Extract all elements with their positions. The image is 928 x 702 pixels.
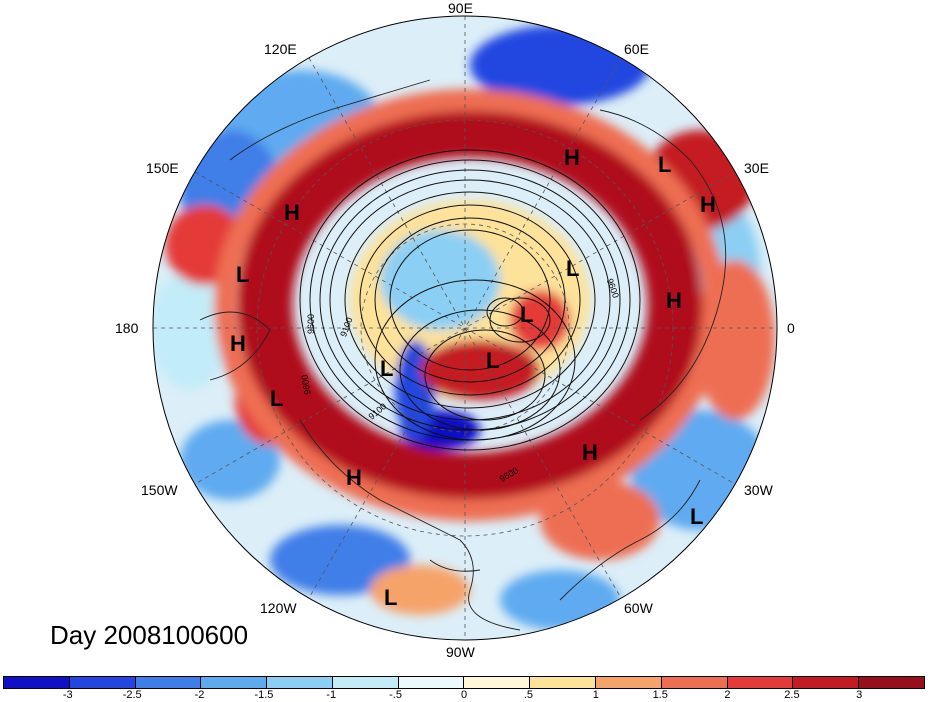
colorbar-tick-label: .5 <box>523 689 534 701</box>
colorbar-swatch <box>596 677 662 688</box>
lon-label-150w: 150W <box>141 482 178 498</box>
pressure-center: L <box>486 348 499 373</box>
colorbar-tick-label: 2 <box>724 689 731 701</box>
lon-label-90w: 90W <box>446 644 475 660</box>
colorbar-swatch <box>201 677 268 688</box>
day-title: Day 2008100600 <box>50 620 249 650</box>
colorbar-tick-label: 0 <box>461 689 468 701</box>
colorbar-swatch <box>661 677 728 688</box>
pressure-center: H <box>284 200 300 225</box>
lon-label-150e: 150E <box>146 160 179 176</box>
lon-label-180: 180 <box>115 320 139 336</box>
colorbar-tick-label: -1.5 <box>254 689 274 701</box>
colorbar-tick-label: 3 <box>856 689 863 701</box>
contour-label: 9600 <box>306 314 316 334</box>
lon-label-60w: 60W <box>624 600 653 616</box>
colorbar-swatch <box>793 677 860 688</box>
pressure-center: H <box>582 440 598 465</box>
contour-label: 9600 <box>299 374 312 395</box>
pressure-center: L <box>236 262 249 287</box>
colorbar <box>3 676 925 689</box>
colorbar-tick-label: 1 <box>592 689 599 701</box>
colorbar-tick-label: 2.5 <box>784 689 800 701</box>
pressure-center: L <box>270 386 283 411</box>
colorbar-swatch <box>464 677 531 688</box>
pressure-center: H <box>700 192 716 217</box>
pressure-center: L <box>520 302 533 327</box>
colorbar-tick-label: -2.5 <box>122 689 142 701</box>
lon-label-120e: 120E <box>264 41 297 57</box>
pressure-center: L <box>380 356 393 381</box>
pressure-center: L <box>690 504 703 529</box>
lon-label-60e: 60E <box>624 41 649 57</box>
pressure-center: L <box>566 256 579 281</box>
lon-label-0: 0 <box>787 320 795 336</box>
pressure-center: H <box>346 465 362 490</box>
pressure-center: H <box>564 145 580 170</box>
pressure-center: H <box>666 288 682 313</box>
colorbar-swatch <box>135 677 202 688</box>
colorbar-swatch <box>530 677 597 688</box>
colorbar-swatch <box>727 677 794 688</box>
pressure-center: L <box>658 152 671 177</box>
colorbar-swatch <box>4 677 70 688</box>
colorbar-swatch <box>859 677 924 688</box>
colorbar-swatch <box>398 677 465 688</box>
colorbar-tick-label: 1.5 <box>652 689 668 701</box>
lon-label-30e: 30E <box>744 160 769 176</box>
colorbar-tick-label: -2 <box>194 689 205 701</box>
lon-label-120w: 120W <box>260 600 297 616</box>
lon-label-30w: 30W <box>744 482 773 498</box>
colorbar-tick-label: -3 <box>62 689 73 701</box>
colorbar-tick-label: -1 <box>326 689 337 701</box>
colorbar-swatch <box>267 677 333 688</box>
pressure-center: H <box>230 331 246 356</box>
colorbar-tick-label: -.5 <box>389 689 402 701</box>
colorbar-swatch <box>69 677 136 688</box>
lon-label-90e: 90E <box>448 0 473 16</box>
pressure-center: L <box>384 585 397 610</box>
colorbar-swatch <box>332 677 399 688</box>
